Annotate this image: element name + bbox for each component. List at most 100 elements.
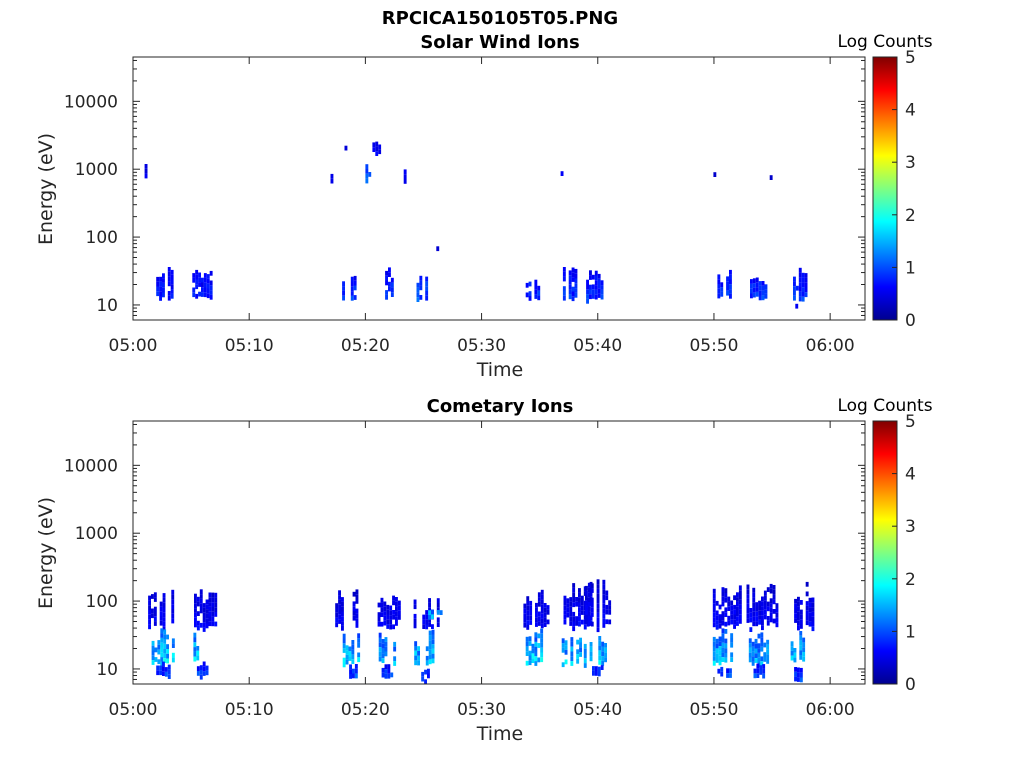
panel-title: Cometary Ions <box>427 396 574 417</box>
colorbar-tick-label: 1 <box>905 258 916 278</box>
spectrogram-cell <box>718 623 722 629</box>
spectrogram-cell <box>591 294 595 299</box>
spectrogram-cell <box>151 613 154 619</box>
spectrogram-cell <box>196 671 200 676</box>
spectrogram-cell <box>431 614 434 620</box>
spectrogram-cell <box>386 619 390 625</box>
spectrogram-cell <box>388 272 391 277</box>
spectrogram-cell <box>342 648 346 653</box>
spectrogram-cell <box>171 599 175 605</box>
spectrogram-cell <box>590 621 594 627</box>
spectrogram-cell <box>342 633 346 639</box>
spectrogram-cell <box>805 581 809 587</box>
spectrogram-cell <box>167 281 171 287</box>
spectrogram-cell <box>330 173 334 179</box>
spectrogram-cell <box>721 592 725 597</box>
spectrogram-cell <box>427 668 430 674</box>
spectrogram-cell <box>733 614 736 620</box>
spectrogram-cell <box>414 660 418 666</box>
spectrogram-cell <box>754 648 758 654</box>
spectrogram-cell <box>805 591 809 597</box>
spectrogram-cell <box>431 658 435 664</box>
spectrogram-cell <box>602 623 606 628</box>
spectrogram-cell <box>425 610 429 615</box>
spectrogram-cell <box>403 174 407 179</box>
spectrogram-cell <box>562 295 566 301</box>
spectrogram-cell <box>383 611 387 616</box>
spectrogram-cell <box>756 663 760 669</box>
spectrogram-cell <box>600 285 604 290</box>
spectrogram-cell <box>375 146 379 152</box>
spectrogram-cell <box>724 593 728 598</box>
spectrogram-cell <box>365 173 369 179</box>
spectrogram-cell <box>597 283 601 289</box>
spectrogram-cell <box>211 616 215 622</box>
spectrogram-cell <box>764 293 768 299</box>
spectrogram-cell <box>763 605 767 610</box>
spectrogram-cell <box>338 590 341 596</box>
spectrogram-cell <box>797 625 800 631</box>
spectrogram-cell <box>602 584 606 590</box>
spectrogram-cell <box>425 286 429 291</box>
spectrogram-cell <box>170 284 174 290</box>
spectrogram-cell <box>525 651 529 656</box>
spectrogram-cell <box>592 666 595 671</box>
spectrogram-cell <box>712 636 716 642</box>
colorbar-label: Log Counts <box>837 32 932 52</box>
spectrogram-cell <box>403 169 407 175</box>
spectrogram-cell <box>203 277 207 283</box>
spectrogram-cell <box>733 604 736 610</box>
spectrogram-cell <box>534 651 538 657</box>
spectrogram-cell <box>171 594 175 600</box>
spectrogram-cell <box>390 292 394 297</box>
spectrogram-cell <box>416 292 420 298</box>
y-tick-label: 1000 <box>75 160 118 180</box>
spectrogram-cell <box>393 641 397 647</box>
spectrogram-cell <box>721 647 725 653</box>
spectrogram-cell <box>589 615 593 621</box>
spectrogram-cell <box>528 296 532 301</box>
spectrogram-cell <box>721 611 725 616</box>
spectrogram-cell <box>151 660 155 665</box>
spectrogram-cell <box>208 616 212 622</box>
spectrogram-cell <box>163 639 167 644</box>
spectrogram-cell <box>397 605 401 611</box>
spectrogram-cell <box>591 274 595 280</box>
spectrogram-cell <box>214 602 218 608</box>
spectrogram-cell <box>546 619 550 625</box>
spectrogram-cell <box>572 587 576 593</box>
spectrogram-cell <box>566 612 570 618</box>
spectrogram-cell <box>384 646 388 652</box>
spectrogram-cell <box>563 595 567 601</box>
spectrogram-cell <box>760 646 764 652</box>
spectrogram-cell <box>355 613 359 619</box>
spectrogram-cell <box>757 643 761 649</box>
spectrogram-cell <box>793 648 797 653</box>
spectrogram-cell <box>395 606 398 612</box>
spectrogram-cell <box>431 629 435 635</box>
spectrogram-cell <box>772 618 776 624</box>
spectrogram-cell <box>586 298 589 304</box>
spectrogram-cell <box>171 652 175 658</box>
spectrogram-cell <box>214 612 218 617</box>
spectrogram-cell <box>428 615 431 620</box>
spectrogram-cell <box>345 650 349 655</box>
spectrogram-cell <box>164 671 168 677</box>
spectrogram-cell <box>166 658 169 664</box>
spectrogram-cell <box>413 599 417 605</box>
spectrogram-cell <box>602 613 606 619</box>
spectrogram-cell <box>797 606 800 612</box>
x-tick-label: 05:40 <box>573 700 622 720</box>
spectrogram-cell <box>758 281 762 286</box>
spectrogram-cell <box>387 664 391 669</box>
spectrogram-cell <box>196 646 200 651</box>
spectrogram-cell <box>804 273 808 278</box>
spectrogram-cell <box>355 599 359 604</box>
spectrogram-cell <box>589 275 592 280</box>
spectrogram-cell <box>157 649 161 655</box>
spectrogram-cell <box>390 282 394 288</box>
spectrogram-cell <box>563 619 567 625</box>
spectrogram-cell <box>385 270 388 276</box>
spectrogram-cell <box>596 627 600 633</box>
spectrogram-cell <box>721 657 725 662</box>
